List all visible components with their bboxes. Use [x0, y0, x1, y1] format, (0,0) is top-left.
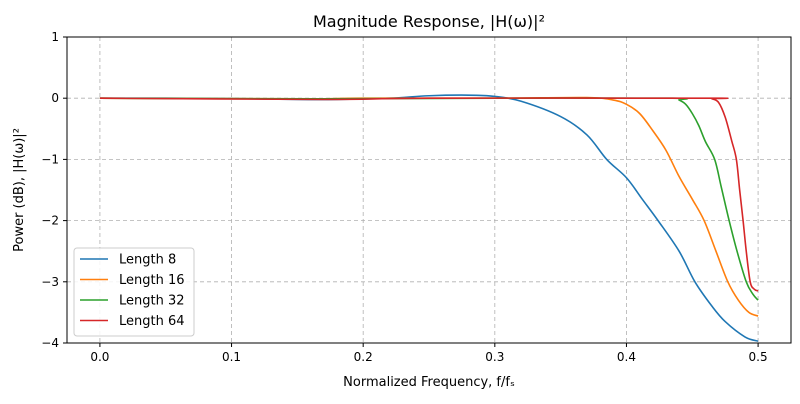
x-axis-label: Normalized Frequency, f/fₛ [343, 375, 515, 390]
x-tick-label: 0.2 [354, 350, 373, 364]
chart-title: Magnitude Response, |H(ω)|² [313, 12, 545, 31]
axis-ticks: 0.0 0.1 0.2 0.3 0.4 0.5 1 0 −1 −2 −3 −4 [41, 30, 767, 364]
y-tick-label: −1 [41, 152, 59, 166]
series-line-length-16 [99, 96, 759, 317]
x-tick-label: 0.4 [617, 350, 636, 364]
legend: Length 8 Length 16 Length 32 Length 64 [73, 247, 195, 337]
series-line-length-8 [99, 94, 759, 342]
series-line-length-32 [99, 97, 759, 301]
y-tick-label: 1 [51, 30, 59, 44]
legend-label: Length 64 [119, 314, 185, 329]
x-tick-label: 0.3 [485, 350, 504, 364]
y-tick-label: 0 [51, 91, 59, 105]
legend-box [73, 247, 195, 337]
x-tick-label: 0.1 [222, 350, 241, 364]
y-axis-label: Power (dB), |H(ω)|² [12, 128, 27, 252]
plot-frame [66, 36, 792, 344]
series-lines [99, 94, 759, 342]
y-tick-label: −4 [41, 336, 59, 350]
legend-label: Length 8 [119, 253, 176, 268]
legend-label: Length 16 [119, 273, 185, 288]
series-line-length-64 [99, 97, 759, 292]
y-tick-label: −2 [41, 214, 59, 228]
y-tick-label: −3 [41, 275, 59, 289]
legend-label: Length 32 [119, 294, 185, 309]
x-tick-label: 0.0 [90, 350, 109, 364]
x-tick-label: 0.5 [749, 350, 768, 364]
